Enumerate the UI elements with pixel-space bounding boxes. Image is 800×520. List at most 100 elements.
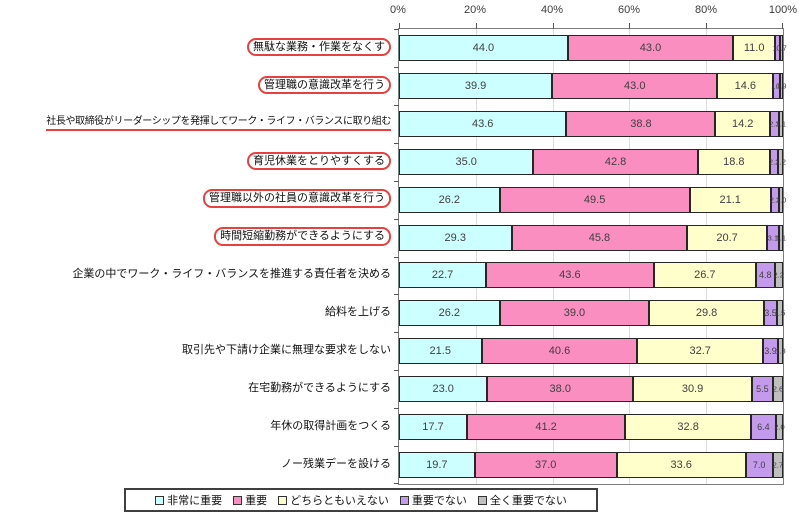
bar-segment: 22.7 <box>399 262 487 289</box>
value-label: 1.2 <box>775 157 786 167</box>
bar-segment: 38.8 <box>566 110 716 137</box>
bar-segment: 18.8 <box>697 148 770 175</box>
value-label: 6.4 <box>757 422 770 433</box>
value-label: 41.2 <box>535 421 557 434</box>
bar-segment: 0.7 <box>776 34 787 61</box>
stacked-bar: 39.9 43.0 14.6 1.6 0.9 <box>399 72 786 99</box>
bar-segment: 1.2 <box>775 148 786 175</box>
bar-segment: 2.2 <box>770 186 780 213</box>
bar-segment: 33.6 <box>616 452 746 479</box>
gridline <box>629 29 631 484</box>
value-label: 17.7 <box>422 421 444 434</box>
category-label-row: 育児休業をとりやすくする <box>0 142 391 180</box>
category-label: 取引先や下請け企業に無理な要求をしない <box>182 344 391 357</box>
axis-tick <box>475 23 477 29</box>
bar-segment: 42.8 <box>533 148 698 175</box>
bar-segment: 1.3 <box>775 338 786 365</box>
bar-segment: 3.9 <box>763 338 778 365</box>
value-label: 2.7 <box>772 460 783 470</box>
category-label-highlighted: 社長や取締役がリーダーシップを発揮してワーク・ライフ・バランスに取り組む <box>46 115 391 131</box>
bar-segment: 43.0 <box>552 72 718 99</box>
value-label: 3.9 <box>764 346 777 357</box>
category-label-row: 年休の取得計画をつくる <box>0 407 391 445</box>
value-label: 2.6 <box>772 384 784 394</box>
value-label: 32.8 <box>677 421 699 434</box>
value-label: 35.0 <box>455 155 477 168</box>
bar-segment: 7.0 <box>745 452 773 479</box>
value-label: 43.0 <box>639 41 662 54</box>
x-axis-label: 100% <box>768 4 798 16</box>
axis-tick <box>394 218 399 220</box>
stacked-bar: 29.3 45.8 20.7 3.1 1.1 <box>399 224 787 251</box>
bar-segment: 2.7 <box>772 452 783 479</box>
bar-segment: 17.7 <box>399 414 467 441</box>
stacked-bar: 26.2 49.5 21.1 2.2 1.0 <box>399 186 786 213</box>
bar-segment: 2.6 <box>772 376 784 403</box>
stacked-bar: 26.2 39.0 29.8 3.5 1.5 <box>399 300 785 327</box>
bar-segment: 30.9 <box>633 376 752 403</box>
value-label: 0.9 <box>776 81 787 91</box>
bar-segment: 39.0 <box>499 300 650 327</box>
bar-segment: 39.9 <box>399 72 553 99</box>
bar-segment: 3.5 <box>763 300 778 327</box>
stacked-bar: 44.0 43.0 11.0 1.3 0.7 <box>399 34 787 61</box>
value-label: 5.5 <box>756 384 769 395</box>
bar-segment: 3.1 <box>766 224 779 251</box>
bar-segment: 14.2 <box>715 110 770 137</box>
plot-area: 44.0 43.0 11.0 1.3 0.7 39.9 43.0 14.6 1.6 0.9 43.6… <box>394 23 787 485</box>
bar-segment: 23.0 <box>399 376 488 403</box>
bar-row: 23.0 38.0 30.9 5.5 2.6 <box>399 370 783 408</box>
bar-segment: 0.9 <box>776 72 786 99</box>
value-label: 26.2 <box>438 193 461 206</box>
bar-segment: 11.0 <box>733 34 776 61</box>
bar-segment: 1.1 <box>776 110 786 137</box>
category-label-row: 時間短縮勤務ができるようにする <box>0 218 391 256</box>
bar-segment: 1.6 <box>771 72 782 99</box>
bar-row: 44.0 43.0 11.0 1.3 0.7 <box>399 29 787 67</box>
value-label: 1.6 <box>771 81 782 91</box>
value-label: 4.8 <box>759 270 772 281</box>
category-label-highlighted: 育児休業をとりやすくする <box>247 151 391 170</box>
value-label: 21.1 <box>719 193 741 206</box>
axis-tick <box>394 180 399 182</box>
category-label-row: 企業の中でワーク・ライフ・バランスを推進する責任者を決める <box>0 256 391 294</box>
bar-segment: 38.0 <box>487 376 634 403</box>
bar-segment: 29.3 <box>399 224 512 251</box>
stacked-bar: 35.0 42.8 18.8 2.2 1.2 <box>399 148 786 175</box>
axis-tick <box>394 370 399 372</box>
legend-item: 重要でない <box>399 492 467 508</box>
stacked-bar: 21.5 40.6 32.7 3.9 1.3 <box>399 338 786 365</box>
category-label: 企業の中でワーク・ライフ・バランスを推進する責任者を決める <box>72 268 391 281</box>
gridline <box>706 29 708 484</box>
stacked-bar: 22.7 43.6 26.7 4.8 2.2 <box>399 262 784 289</box>
value-label: 43.0 <box>624 79 646 92</box>
value-label: 14.2 <box>731 117 754 130</box>
legend-swatch <box>278 495 288 505</box>
stacked-bar: 23.0 38.0 30.9 5.5 2.6 <box>399 376 784 403</box>
value-label: 0.7 <box>776 43 787 53</box>
value-label: 21.5 <box>429 345 451 358</box>
value-label: 43.6 <box>471 117 494 130</box>
stacked-bar: 19.7 37.0 33.6 7.0 2.7 <box>399 452 783 479</box>
category-label-highlighted: 管理職の意識改革を行う <box>258 75 391 94</box>
category-label-row: 社長や取締役がリーダーシップを発揮してワーク・ライフ・バランスに取り組む <box>0 104 391 142</box>
x-axis-label: 20% <box>463 4 487 16</box>
value-label: 1.1 <box>775 233 787 243</box>
value-label: 44.0 <box>472 41 495 54</box>
value-label: 29.8 <box>695 307 718 320</box>
bar-segment: 19.7 <box>399 452 475 479</box>
bar-segment: 43.0 <box>567 34 734 61</box>
bar-segment: 37.0 <box>474 452 617 479</box>
value-label: 40.6 <box>548 345 571 358</box>
bar-segment: 1.3 <box>773 34 783 61</box>
value-label: 39.0 <box>563 307 586 320</box>
bar-segment: 44.0 <box>399 34 568 61</box>
legend-swatch <box>399 495 409 505</box>
value-label: 45.8 <box>588 231 611 244</box>
bar-segment: 2.2 <box>769 148 779 175</box>
bar-segment: 35.0 <box>399 148 534 175</box>
bar-segment: 14.6 <box>717 72 774 99</box>
category-label-row: ノー残業デーを設ける <box>0 445 391 483</box>
value-label: 14.6 <box>734 79 757 92</box>
bar-segment: 45.8 <box>511 224 688 251</box>
